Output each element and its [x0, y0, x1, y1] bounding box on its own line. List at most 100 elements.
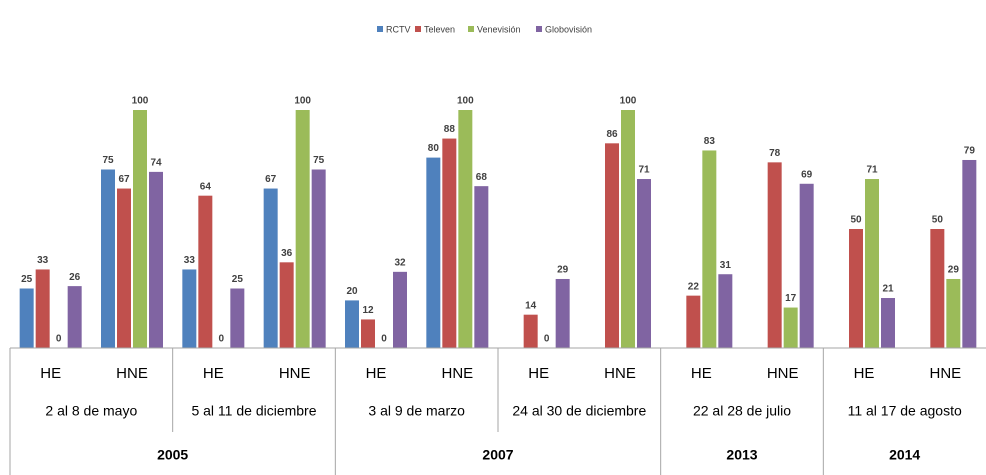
legend-swatch [468, 26, 474, 32]
bar [702, 150, 717, 348]
bar [19, 288, 34, 348]
bar [426, 157, 441, 348]
data-label: 31 [720, 260, 732, 271]
bar [442, 138, 457, 348]
year-label: 2013 [726, 447, 757, 463]
bar [117, 188, 131, 348]
data-label: 0 [381, 334, 387, 345]
x-tick-label: HNE [441, 365, 473, 382]
bar [849, 229, 863, 348]
data-label: 22 [688, 281, 700, 292]
x-tick-label: HNE [116, 365, 148, 382]
bar [718, 274, 733, 348]
data-label: 32 [394, 257, 406, 268]
data-label: 33 [37, 255, 49, 266]
data-label: 33 [184, 255, 196, 266]
bar [783, 307, 798, 348]
bar [865, 179, 879, 348]
x-tick-label: HE [203, 365, 224, 382]
data-label: 100 [620, 96, 637, 107]
bar [686, 295, 701, 348]
x-tick-label: HE [528, 365, 549, 382]
data-label: 17 [785, 293, 797, 304]
bar [930, 229, 945, 348]
data-label: 29 [948, 265, 960, 276]
x-tick-label: HNE [767, 365, 799, 382]
legend-swatch [536, 26, 542, 32]
x-tick-label: HE [854, 365, 875, 382]
x-tick-label: HE [366, 365, 387, 382]
year-label: 2014 [889, 447, 920, 463]
data-label: 25 [232, 274, 244, 285]
data-label: 100 [294, 96, 311, 107]
data-label: 71 [866, 165, 878, 176]
data-label: 29 [557, 265, 569, 276]
data-label: 79 [964, 146, 976, 157]
x-tick-label: HNE [279, 365, 311, 382]
legend-swatch [415, 26, 421, 32]
data-label: 26 [69, 272, 81, 283]
bar [311, 169, 326, 348]
bar [230, 288, 245, 348]
bar [946, 278, 961, 348]
bar [637, 179, 651, 348]
bar [474, 186, 489, 348]
bar [523, 314, 538, 348]
period-label: 2 al 8 de mayo [45, 403, 137, 419]
bar [799, 183, 814, 348]
bar [279, 262, 294, 348]
data-label: 36 [281, 248, 293, 259]
data-label: 14 [525, 300, 537, 311]
period-label: 24 al 30 de diciembre [512, 403, 646, 419]
year-label: 2005 [157, 447, 188, 463]
data-label: 0 [219, 334, 225, 345]
bar [149, 171, 163, 348]
data-label: 67 [118, 174, 130, 185]
data-label: 50 [850, 215, 862, 226]
bar [182, 269, 197, 348]
bar [962, 159, 977, 348]
bar [555, 278, 570, 348]
data-label: 100 [132, 96, 149, 107]
data-label: 68 [476, 172, 488, 183]
bar [605, 143, 619, 348]
bar [881, 298, 895, 348]
data-label: 21 [882, 284, 894, 295]
legend-label: Venevisión [477, 24, 521, 34]
data-label: 71 [638, 165, 650, 176]
year-label: 2007 [482, 447, 513, 463]
data-label: 80 [428, 143, 440, 154]
bar [263, 188, 278, 348]
bar [361, 319, 375, 348]
data-label: 50 [932, 215, 944, 226]
data-label: 67 [265, 174, 277, 185]
bar [35, 269, 50, 348]
data-label: 69 [801, 169, 813, 180]
legend-label: Globovisión [545, 24, 592, 34]
period-label: 3 al 9 de marzo [368, 403, 465, 419]
period-label: 22 al 28 de julio [693, 403, 791, 419]
period-label: 5 al 11 de diciembre [191, 403, 316, 419]
bar [295, 110, 310, 348]
data-label: 88 [444, 124, 456, 135]
period-label: 11 al 17 de agosto [848, 403, 962, 419]
data-label: 25 [21, 274, 33, 285]
bar [133, 110, 147, 348]
legend-label: Televen [424, 24, 455, 34]
data-label: 12 [362, 305, 374, 316]
data-label: 20 [346, 286, 358, 297]
legend-label: RCTV [386, 24, 411, 34]
data-label: 0 [56, 334, 62, 345]
x-tick-label: HNE [604, 365, 636, 382]
data-label: 64 [200, 181, 212, 192]
bar [198, 195, 213, 348]
bar [101, 169, 115, 348]
bar [621, 110, 635, 348]
x-tick-label: HE [40, 365, 61, 382]
data-label: 83 [704, 136, 716, 147]
bar [393, 271, 407, 348]
x-tick-label: HE [691, 365, 712, 382]
data-label: 0 [544, 334, 550, 345]
data-label: 100 [457, 96, 474, 107]
